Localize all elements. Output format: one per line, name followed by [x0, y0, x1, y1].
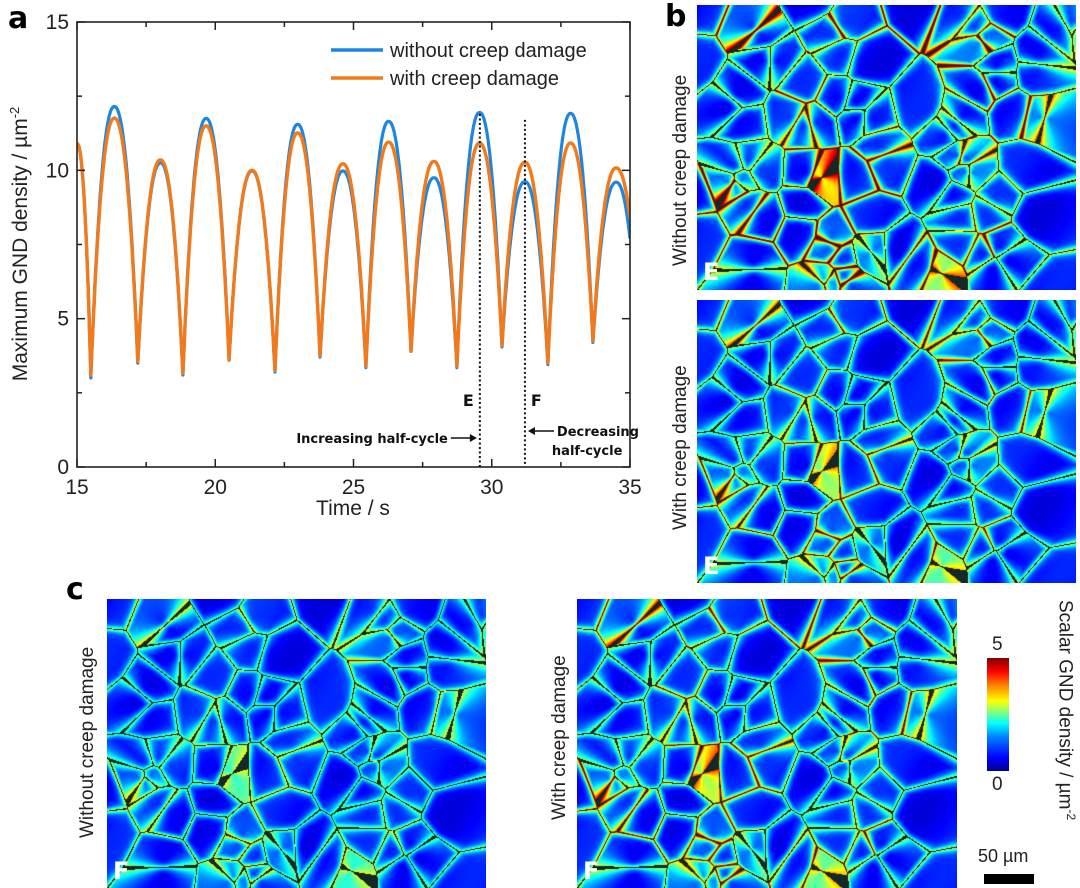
gnd-density-line-chart: 15 20 25 30 35 0 5 10 15 Time / s Maximum GND de… — [7, 11, 642, 520]
colorbar-max-label: 5 — [992, 634, 1003, 655]
panel-label-c: c — [66, 572, 84, 607]
panel-label-b: b — [665, 0, 687, 34]
vertical-label-c-left: Without creep damage — [77, 646, 98, 838]
scale-bar-label: 50 µm — [978, 846, 1029, 866]
legend-label-with-creep: with creep damage — [389, 68, 559, 90]
gnd-map-with-creep-e — [697, 300, 1076, 583]
arrowhead-f — [527, 427, 535, 435]
y-tick-label: 0 — [57, 456, 69, 479]
gnd-map-without-creep-f — [107, 599, 486, 888]
y-tick-label: 15 — [46, 11, 69, 34]
y-axis-label: Maximum GND density / µm-2 — [7, 107, 32, 382]
series-line-with-creep — [77, 116, 630, 377]
x-tick-label: 30 — [480, 476, 503, 499]
colorbar-title-text: Scalar GND density / µm — [1054, 600, 1076, 810]
y-axis-label-text: Maximum GND density / µm — [9, 118, 32, 381]
x-tick-label: 35 — [618, 476, 641, 499]
colorbar-title-superscript: -2 — [1064, 809, 1078, 821]
map-tag-c-left: F — [113, 857, 130, 885]
vline-label-f: F — [531, 391, 542, 410]
vertical-label-c-right: With creep damage — [549, 655, 570, 820]
x-tick-label: 25 — [342, 476, 365, 499]
colorbar-min-label: 0 — [992, 774, 1003, 795]
scale-bar — [984, 874, 1034, 884]
vertical-label-b-top: Without creep damage — [670, 74, 691, 266]
annotation-decreasing-half-cycle-line2: half-cycle — [552, 444, 623, 459]
colorbar — [987, 658, 1009, 771]
x-tick-label: 15 — [65, 476, 88, 499]
y-tick-label: 5 — [57, 308, 69, 331]
colorbar-title: Scalar GND density / µm-2 — [1054, 600, 1078, 820]
x-axis-label: Time / s — [316, 497, 390, 520]
legend-label-without-creep: without creep damage — [389, 40, 587, 62]
y-axis-label-superscript: -2 — [7, 107, 22, 119]
vline-label-e: E — [463, 391, 474, 410]
gnd-map-without-creep-e — [697, 5, 1076, 290]
y-tick-label: 10 — [46, 159, 69, 182]
x-tick-label: 20 — [204, 476, 227, 499]
arrowhead-e — [469, 434, 477, 442]
annotation-decreasing-half-cycle-line1: Decreasing — [557, 425, 639, 440]
annotation-increasing-half-cycle: Increasing half-cycle — [296, 432, 448, 447]
chart-legend: without creep damage with creep damage — [331, 40, 587, 90]
map-tag-b-top: E — [703, 258, 720, 286]
map-tag-b-bottom: E — [703, 552, 720, 580]
gnd-map-with-creep-f — [577, 599, 957, 888]
map-tag-c-right: F — [583, 857, 600, 885]
panel-label-a: a — [8, 1, 29, 36]
vertical-label-b-bottom: With creep damage — [670, 365, 691, 530]
